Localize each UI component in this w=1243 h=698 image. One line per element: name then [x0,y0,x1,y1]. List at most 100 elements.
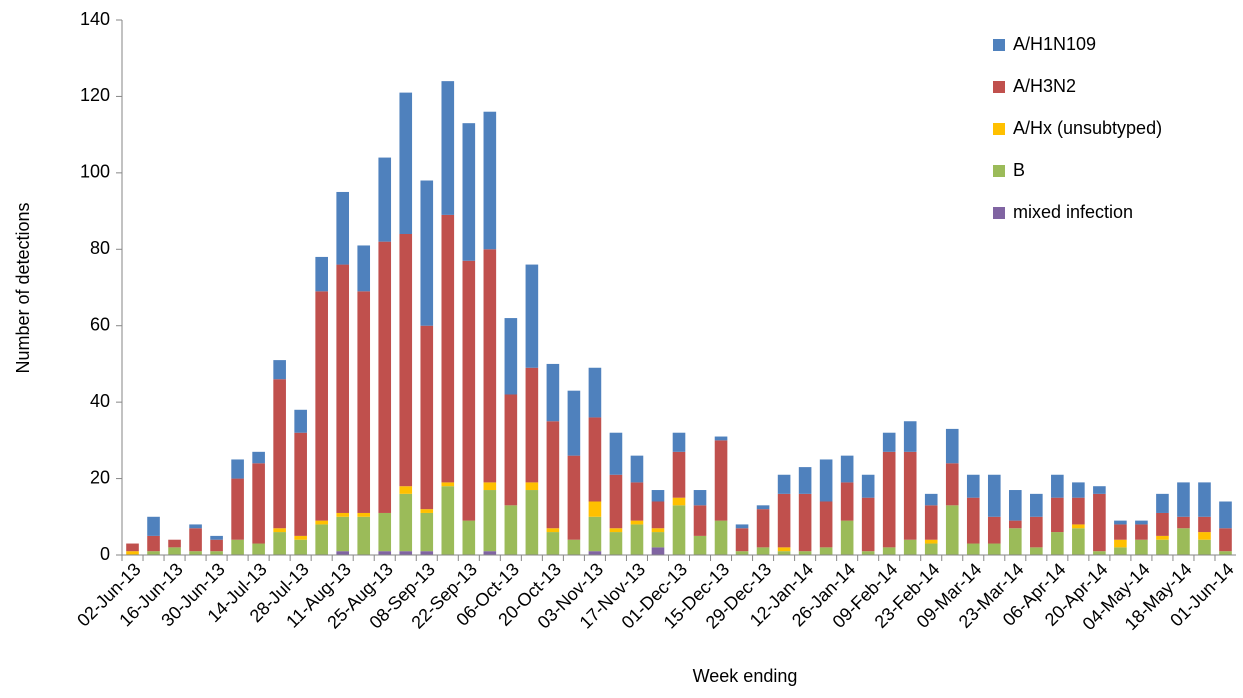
bar-segment [1135,520,1148,525]
bar-segment [672,432,686,452]
bar-segment [336,264,350,513]
bar-segment [273,528,286,533]
bar-segment [525,490,539,555]
legend-label: A/Hx (unsubtyped) [1013,118,1162,138]
bar-segment [126,543,139,552]
bar-segment [441,486,455,555]
bar-segment [252,543,265,555]
bar-segment [651,547,665,555]
bar-segment [525,264,539,368]
bar-segment [462,520,476,555]
bar-segment [609,474,623,529]
bar-segment [441,482,455,487]
bar-segment [273,379,286,529]
legend-label: B [1013,160,1025,180]
bar-segment [651,501,665,529]
bar-segment [546,528,560,533]
bar-segment [294,539,307,555]
bar-segment [189,528,202,552]
bar-segment [1219,551,1232,555]
bar-segment [273,360,286,380]
bar-segment [588,417,602,502]
y-tick-label: 140 [80,9,110,29]
bar-segment [1030,493,1043,517]
legend-swatch [993,207,1005,219]
bar-segment [1072,482,1085,498]
bar-segment [1114,547,1127,555]
bar-segment [1135,524,1148,540]
bar-segment [987,543,1001,555]
y-tick-label: 40 [90,391,110,411]
bar-segment [903,421,917,452]
bar-segment [1114,524,1127,540]
bar-segment [1051,497,1064,533]
bar-segment [777,547,791,552]
bar-segment [336,512,350,517]
bar-segment [903,451,917,540]
bar-segment [861,551,875,555]
bar-segment [693,535,707,555]
bar-segment [525,367,539,483]
bar-segment [441,81,455,215]
bar-segment [483,249,497,483]
y-axis-title: Number of detections [13,202,33,373]
bar-segment [294,409,307,433]
bar-segment [672,505,686,555]
bar-segment [378,551,392,555]
bar-segment [294,535,307,540]
bar-segment [651,528,665,533]
bar-segment [294,432,307,536]
bar-segment [1198,539,1211,555]
bar-segment [231,459,244,479]
bar-segment [651,532,665,548]
bar-segment [819,501,833,548]
bar-segment [483,551,497,555]
bar-segment [420,325,434,510]
bar-segment [882,432,896,452]
bar-segment [231,478,244,540]
bar-segment [1030,547,1043,555]
bar-segment [420,509,434,513]
bar-segment [1198,532,1211,540]
bar-segment [420,512,434,552]
bar-segment [483,482,497,491]
bar-segment [588,367,602,418]
bar-segment [420,180,434,326]
bar-segment [399,234,413,487]
legend-label: A/H1N109 [1013,34,1096,54]
bar-segment [315,256,328,292]
bar-segment [861,474,875,498]
legend-label: mixed infection [1013,202,1133,222]
bar-segment [1072,497,1085,525]
y-tick-label: 20 [90,467,110,487]
bar-segment [945,463,959,506]
bar-segment [546,421,560,529]
bar-segment [903,539,917,555]
bar-segment [609,528,623,533]
x-axis-title: Week ending [693,666,798,686]
bar-segment [882,451,896,548]
bar-segment [315,524,328,555]
bar-segment [210,539,223,552]
bar-segment [630,482,644,521]
bar-segment [315,520,328,525]
bar-segment [1093,493,1106,552]
bar-segment [1093,486,1106,494]
bar-segment [357,291,371,513]
bar-segment [273,532,286,555]
bar-segment [168,539,181,548]
y-tick-label: 120 [80,85,110,105]
bar-segment [672,451,686,498]
y-tick-label: 100 [80,162,110,182]
bar-segment [1114,539,1127,548]
bar-segment [462,123,476,261]
legend-swatch [993,165,1005,177]
bar-segment [924,493,938,506]
bar-segment [1198,516,1211,533]
bar-segment [630,520,644,525]
bar-segment [462,260,476,521]
bar-segment [777,474,791,494]
bar-segment [840,455,854,483]
bar-segment [1177,528,1190,555]
bar-segment [567,539,581,555]
